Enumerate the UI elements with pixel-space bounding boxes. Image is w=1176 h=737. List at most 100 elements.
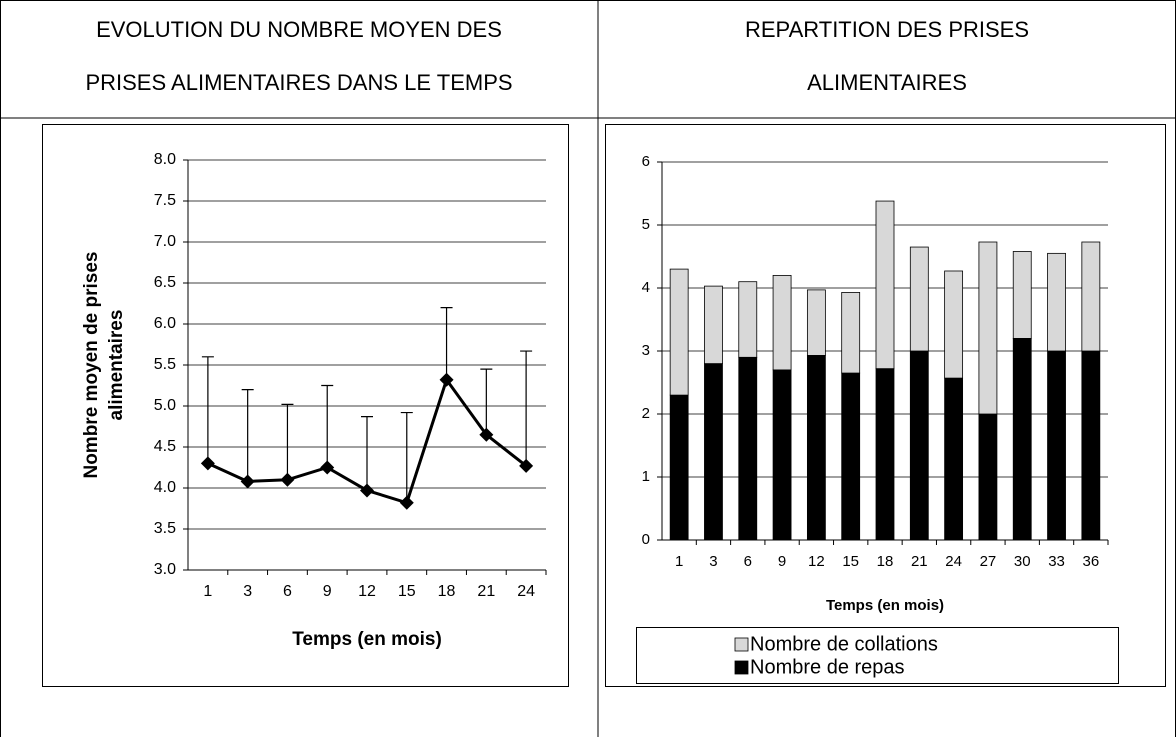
x-tick-label: 1 <box>203 583 212 600</box>
bar-segment <box>806 355 826 541</box>
x-tick-label: 6 <box>283 583 292 600</box>
chart-frame <box>42 124 569 687</box>
x-tick-label: 9 <box>323 583 332 600</box>
header: ALIMENTAIRES <box>807 70 967 95</box>
y-axis-title: Nombre moyen de prises <box>81 251 102 478</box>
bar-segment <box>1012 251 1032 339</box>
error-bar <box>400 411 413 503</box>
y-tick-label: 4 <box>642 279 650 296</box>
legend-label: Nombre de collations <box>750 633 938 655</box>
x-tick-label: 15 <box>398 583 416 600</box>
bar-segment <box>669 394 689 541</box>
y-tick-label: 0 <box>642 531 650 548</box>
error-bar <box>361 416 373 491</box>
y-tick-label: 3 <box>642 342 650 359</box>
x-tick-label: 3 <box>709 553 717 570</box>
bar-segment <box>978 241 998 415</box>
y-tick-label: 7.5 <box>154 192 176 209</box>
x-tick-label: 1 <box>675 553 683 570</box>
error-bar <box>440 307 453 380</box>
bar-segment <box>944 270 964 379</box>
marker <box>399 495 414 510</box>
y-tick-label: 8.0 <box>154 151 176 168</box>
error-bar <box>201 356 214 464</box>
bar-segment <box>909 350 929 541</box>
bar-segment <box>841 372 861 541</box>
bar-segment <box>738 356 758 541</box>
bar-segment <box>1047 350 1066 541</box>
y-tick-label: 7.0 <box>154 233 176 250</box>
error-bar <box>281 403 294 480</box>
y-tick-label: 1 <box>642 468 650 485</box>
x-tick-label: 9 <box>778 553 786 570</box>
x-tick-label: 3 <box>243 583 252 600</box>
y-tick-label: 6.0 <box>154 315 176 332</box>
y-axis-title: alimentaires <box>106 310 127 421</box>
error-bar <box>321 384 334 468</box>
y-tick-label: 3.5 <box>154 520 176 537</box>
header: EVOLUTION DU NOMBRE MOYEN DES <box>96 17 502 42</box>
y-tick-label: 4.5 <box>154 438 176 455</box>
x-tick-label: 21 <box>477 583 495 600</box>
x-tick-label: 21 <box>911 553 928 570</box>
legend-box <box>636 627 1119 684</box>
x-tick-label: 18 <box>438 583 456 600</box>
x-tick-label: 15 <box>842 553 859 570</box>
legend-swatch <box>734 660 749 675</box>
y-tick-label: 2 <box>642 405 650 422</box>
x-tick-label: 24 <box>945 553 962 570</box>
x-tick-label: 18 <box>877 553 894 570</box>
y-tick-label: 6.5 <box>154 274 176 291</box>
header: PRISES ALIMENTAIRES DANS LE TEMPS <box>85 70 512 95</box>
x-tick-label: 12 <box>808 553 825 570</box>
y-tick-label: 6 <box>642 153 650 170</box>
x-tick-label: 27 <box>980 553 997 570</box>
marker <box>360 483 374 498</box>
x-tick-label: 12 <box>358 583 376 600</box>
header: REPARTITION DES PRISES <box>745 17 1029 42</box>
marker <box>280 472 295 487</box>
bar-segment <box>909 246 929 352</box>
bar-segment <box>772 369 792 541</box>
bar-segment <box>875 368 895 541</box>
error-bar <box>241 389 254 482</box>
marker <box>200 456 215 471</box>
marker <box>240 474 255 489</box>
bar-segment <box>1081 350 1101 541</box>
bar-segment <box>944 377 964 541</box>
bar-segment <box>806 289 826 356</box>
bar-segment <box>1047 252 1066 352</box>
error-bar <box>520 350 533 466</box>
x-tick-label: 33 <box>1048 553 1065 570</box>
marker <box>320 460 335 475</box>
bar-segment <box>738 281 758 358</box>
y-tick-label: 3.0 <box>154 561 176 578</box>
marker <box>439 372 454 387</box>
chart-frame <box>605 124 1166 687</box>
y-tick-label: 4.0 <box>154 479 176 496</box>
y-tick-label: 5 <box>642 216 650 233</box>
y-tick-label: 5.5 <box>154 356 176 373</box>
x-tick-label: 6 <box>744 553 752 570</box>
bar-segment <box>1012 337 1032 541</box>
bar-segment <box>669 268 689 396</box>
bar-segment <box>841 292 861 374</box>
bar-segment <box>704 285 723 364</box>
bar-segment <box>1081 241 1101 352</box>
marker <box>519 458 534 473</box>
bar-segment <box>772 274 792 371</box>
error-bar <box>480 368 493 435</box>
x-axis-title: Temps (en mois) <box>826 597 944 614</box>
x-tick-label: 36 <box>1083 553 1100 570</box>
x-tick-label: 24 <box>517 583 535 600</box>
legend-swatch <box>734 637 749 652</box>
x-tick-label: 30 <box>1014 553 1031 570</box>
y-tick-label: 5.0 <box>154 397 176 414</box>
bar-segment <box>978 413 998 541</box>
x-axis-title: Temps (en mois) <box>292 629 442 650</box>
bar-segment <box>704 363 723 541</box>
marker <box>479 427 494 442</box>
bar-segment <box>875 200 895 370</box>
